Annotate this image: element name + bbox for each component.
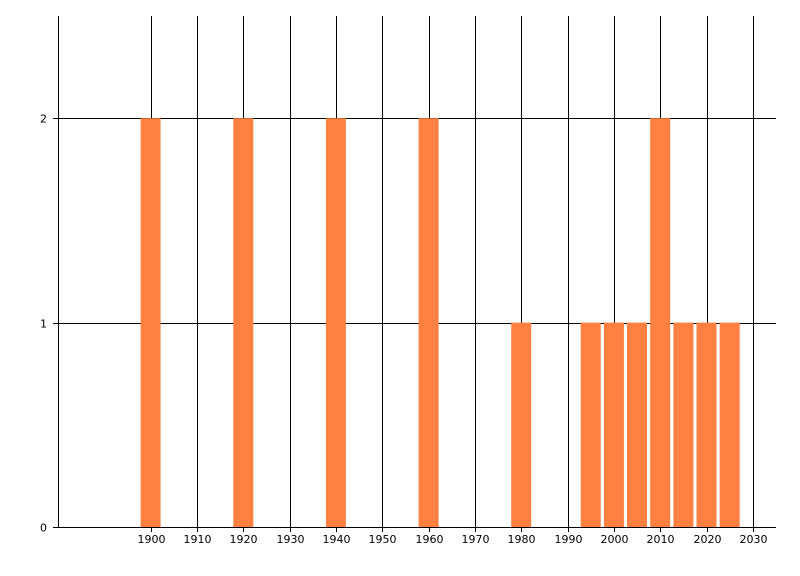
- x-tick-label: 1900: [138, 533, 166, 546]
- bar: [719, 322, 740, 527]
- x-tick-label: 1920: [230, 533, 258, 546]
- y-tick-label: 1: [40, 318, 47, 331]
- x-tick-label: 1980: [508, 533, 536, 546]
- x-tick-label: 2000: [601, 533, 629, 546]
- x-tick-label: 2020: [694, 533, 722, 546]
- bar: [696, 322, 717, 527]
- bars: [140, 118, 740, 527]
- y-tick-label: 0: [40, 522, 47, 535]
- x-tick-label: 1930: [277, 533, 305, 546]
- x-tick-label: 1950: [369, 533, 397, 546]
- tick-labels: 1900 1910 1920 1930 1940 1950 1960 1970 1980 1990…: [40, 113, 768, 547]
- bar: [603, 322, 624, 527]
- x-tick-label: 1940: [323, 533, 351, 546]
- bar: [418, 118, 439, 527]
- x-tick-label: 1960: [416, 533, 444, 546]
- bar: [650, 118, 671, 527]
- bar: [140, 118, 161, 527]
- x-tick-label: 2010: [647, 533, 675, 546]
- bar: [580, 322, 601, 527]
- y-tick-label: 2: [40, 113, 47, 126]
- x-tick-label: 1970: [462, 533, 490, 546]
- axes: [53, 16, 776, 532]
- bar: [511, 322, 532, 527]
- bar: [673, 322, 694, 527]
- x-tick-label: 2030: [740, 533, 768, 546]
- bar: [325, 118, 346, 527]
- bar: [233, 118, 254, 527]
- bar: [627, 322, 647, 527]
- x-tick-label: 1990: [555, 533, 583, 546]
- x-tick-label: 1910: [184, 533, 212, 546]
